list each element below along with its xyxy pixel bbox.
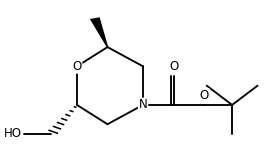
Text: O: O — [200, 89, 209, 102]
Text: HO: HO — [4, 127, 22, 140]
Polygon shape — [90, 17, 108, 47]
Text: O: O — [169, 60, 178, 73]
Text: N: N — [139, 98, 148, 111]
Text: O: O — [72, 60, 81, 73]
